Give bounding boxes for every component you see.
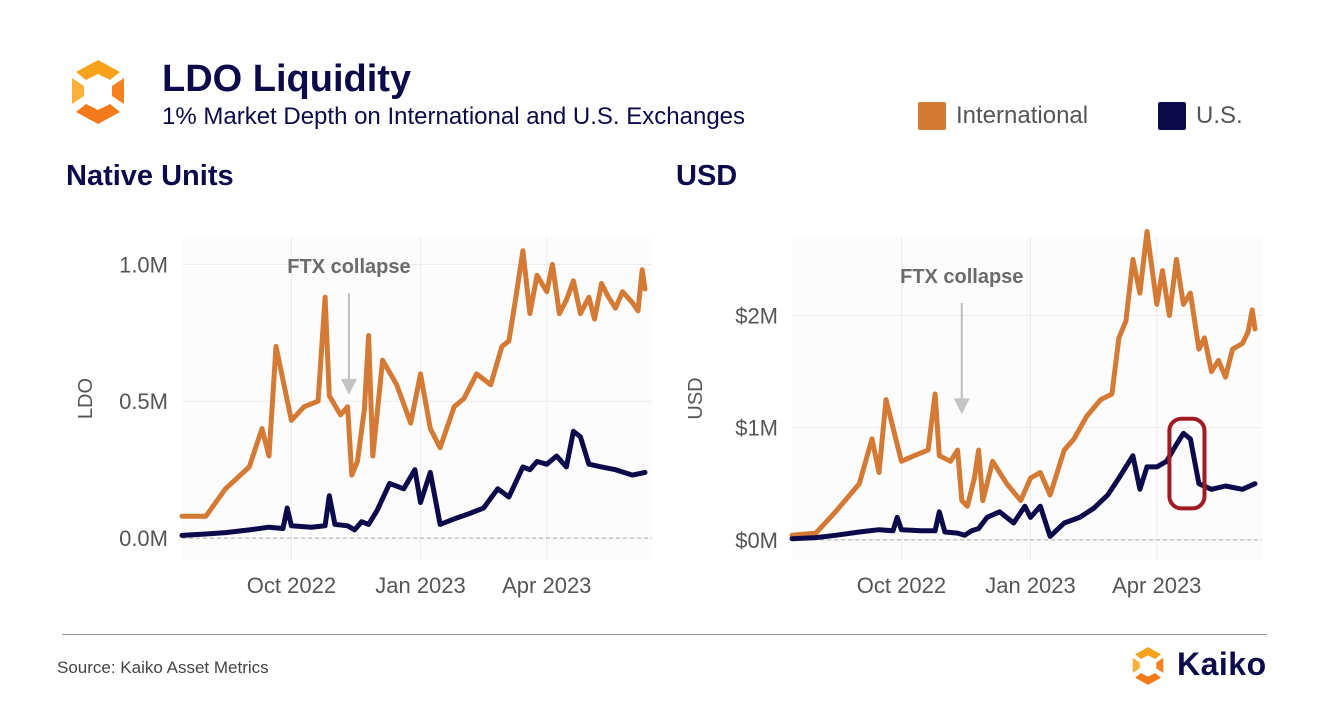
series-line-international <box>179 248 648 519</box>
legend-item-us: U.S. <box>1158 102 1243 130</box>
y-axis-label: USD <box>685 377 707 419</box>
footer-divider <box>62 634 1267 635</box>
y-axis-label: LDO <box>75 378 97 419</box>
y-tick-label: 0.0M <box>119 526 168 551</box>
legend-item-international: International <box>918 102 1088 130</box>
series-line-us <box>789 430 1258 542</box>
legend-swatch-us <box>1158 102 1186 130</box>
series-line-international <box>789 228 1258 538</box>
x-tick-label: Oct 2022 <box>247 573 336 598</box>
legend-label-international: International <box>956 102 1089 129</box>
x-tick-label: Apr 2023 <box>502 573 591 598</box>
annotation-arrow-head <box>953 398 970 415</box>
y-tick-label: $0M <box>735 528 778 553</box>
annotation-arrow-head <box>340 378 357 395</box>
source-note: Source: Kaiko Asset Metrics <box>57 658 269 677</box>
usd-chart: $0M $1M $2M Oct 2022 Jan 2023 Apr 2023 USD FTX … <box>685 228 1262 598</box>
ftx-collapse-annotation: FTX collapse <box>900 266 1023 288</box>
brand-name: Kaiko <box>1177 646 1267 682</box>
y-tick-label: 0.5M <box>119 389 168 414</box>
native-units-chart: 0.0M 0.5M 1.0M Oct 2022 Jan 2023 Apr 2023 LDO F… <box>75 237 652 598</box>
x-tick-label: Apr 2023 <box>1112 573 1201 598</box>
y-tick-label: $1M <box>735 416 778 441</box>
chart-title: LDO Liquidity <box>162 58 412 100</box>
kaiko-logo-icon <box>72 60 124 124</box>
y-tick-label: $2M <box>735 304 778 329</box>
x-tick-label: Oct 2022 <box>857 573 946 598</box>
legend-label-us: U.S. <box>1196 102 1243 129</box>
legend-swatch-international <box>918 102 946 130</box>
highlight-box <box>1167 416 1207 511</box>
y-tick-label: 1.0M <box>119 252 168 277</box>
panel-title-native-units: Native Units <box>66 160 234 192</box>
chart-subtitle: 1% Market Depth on International and U.S… <box>162 103 746 130</box>
panel-title-usd: USD <box>676 160 738 192</box>
series-line-us <box>179 428 648 538</box>
kaiko-footer-logo-icon <box>1132 647 1164 685</box>
x-tick-label: Jan 2023 <box>375 573 466 598</box>
ftx-collapse-annotation: FTX collapse <box>287 256 410 278</box>
x-tick-label: Jan 2023 <box>985 573 1076 598</box>
